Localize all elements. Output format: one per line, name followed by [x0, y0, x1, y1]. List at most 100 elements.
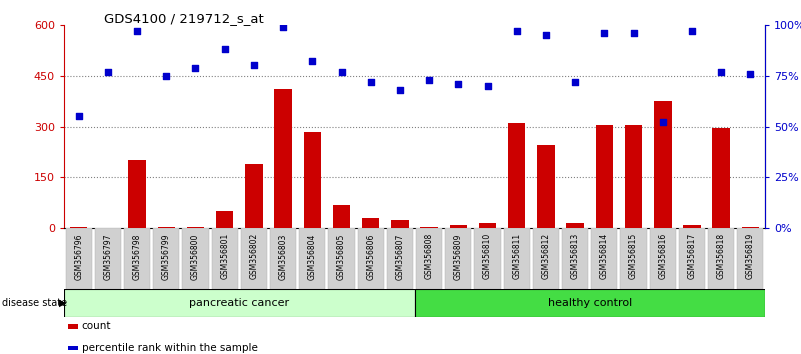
FancyBboxPatch shape [474, 228, 501, 289]
Text: disease state: disease state [2, 298, 66, 308]
FancyBboxPatch shape [211, 228, 238, 289]
FancyBboxPatch shape [153, 228, 179, 289]
FancyBboxPatch shape [95, 228, 121, 289]
Bar [245, 164, 263, 228]
Point [131, 28, 143, 34]
FancyBboxPatch shape [737, 228, 763, 289]
Text: percentile rank within the sample: percentile rank within the sample [82, 343, 258, 353]
FancyBboxPatch shape [241, 228, 267, 289]
Bar [158, 227, 175, 228]
Text: GSM356802: GSM356802 [249, 233, 259, 279]
Bar [683, 225, 701, 228]
FancyBboxPatch shape [650, 228, 676, 289]
Point [627, 30, 640, 36]
Bar [449, 225, 467, 228]
Point [569, 79, 582, 85]
Point [540, 32, 553, 38]
Bar [362, 218, 380, 228]
Bar [566, 223, 584, 228]
FancyBboxPatch shape [708, 228, 735, 289]
Text: GSM356797: GSM356797 [103, 233, 112, 280]
FancyBboxPatch shape [328, 228, 355, 289]
Point [510, 28, 523, 34]
Text: GSM356813: GSM356813 [570, 233, 580, 279]
Text: GSM356803: GSM356803 [279, 233, 288, 280]
Text: pancreatic cancer: pancreatic cancer [189, 298, 289, 308]
Point [160, 73, 173, 79]
Point [335, 69, 348, 74]
Text: GSM356811: GSM356811 [512, 233, 521, 279]
FancyBboxPatch shape [270, 228, 296, 289]
FancyBboxPatch shape [387, 228, 413, 289]
FancyBboxPatch shape [124, 228, 151, 289]
Point [102, 69, 115, 74]
Point [598, 30, 610, 36]
Text: GDS4100 / 219712_s_at: GDS4100 / 219712_s_at [104, 12, 264, 25]
Point [364, 79, 377, 85]
FancyBboxPatch shape [678, 228, 705, 289]
Bar [391, 220, 409, 228]
Text: GSM356808: GSM356808 [425, 233, 433, 279]
Bar [216, 211, 233, 228]
FancyBboxPatch shape [621, 228, 646, 289]
Bar [128, 160, 146, 228]
Bar [508, 123, 525, 228]
Text: GSM356817: GSM356817 [687, 233, 696, 279]
Text: GSM356804: GSM356804 [308, 233, 317, 280]
Bar [415, 289, 765, 317]
Point [423, 77, 436, 82]
Point [744, 71, 757, 76]
Text: GSM356819: GSM356819 [746, 233, 755, 279]
Point [276, 24, 289, 30]
Bar [304, 132, 321, 228]
Text: GSM356816: GSM356816 [658, 233, 667, 279]
Text: GSM356799: GSM356799 [162, 233, 171, 280]
FancyBboxPatch shape [445, 228, 472, 289]
Text: count: count [82, 321, 111, 331]
Point [393, 87, 406, 93]
Text: GSM356814: GSM356814 [600, 233, 609, 279]
FancyBboxPatch shape [357, 228, 384, 289]
FancyBboxPatch shape [416, 228, 442, 289]
FancyBboxPatch shape [533, 228, 559, 289]
Point [306, 58, 319, 64]
FancyBboxPatch shape [562, 228, 588, 289]
Point [714, 69, 727, 74]
Text: ▶: ▶ [58, 298, 66, 308]
Point [481, 83, 494, 89]
Text: GSM356800: GSM356800 [191, 233, 200, 280]
Bar [64, 289, 414, 317]
Point [72, 114, 85, 119]
Bar [421, 227, 438, 228]
Bar [274, 89, 292, 228]
Text: GSM356805: GSM356805 [337, 233, 346, 280]
FancyBboxPatch shape [504, 228, 530, 289]
Text: GSM356806: GSM356806 [366, 233, 375, 280]
Text: GSM356810: GSM356810 [483, 233, 492, 279]
Bar [332, 205, 350, 228]
Bar [479, 223, 497, 228]
Text: healthy control: healthy control [548, 298, 632, 308]
Bar [742, 227, 759, 228]
Text: GSM356815: GSM356815 [629, 233, 638, 279]
Bar [596, 125, 613, 228]
Text: GSM356812: GSM356812 [541, 233, 550, 279]
Point [189, 65, 202, 70]
Point [656, 120, 669, 125]
Point [686, 28, 698, 34]
Bar [537, 145, 554, 228]
Text: GSM356818: GSM356818 [717, 233, 726, 279]
Point [452, 81, 465, 87]
Point [248, 63, 260, 68]
FancyBboxPatch shape [183, 228, 208, 289]
FancyBboxPatch shape [66, 228, 92, 289]
Bar [654, 101, 671, 228]
Bar [712, 128, 730, 228]
Text: GSM356807: GSM356807 [396, 233, 405, 280]
Point [219, 46, 231, 52]
Bar [70, 227, 87, 228]
FancyBboxPatch shape [299, 228, 325, 289]
Text: GSM356796: GSM356796 [74, 233, 83, 280]
FancyBboxPatch shape [591, 228, 618, 289]
Bar [187, 227, 204, 228]
